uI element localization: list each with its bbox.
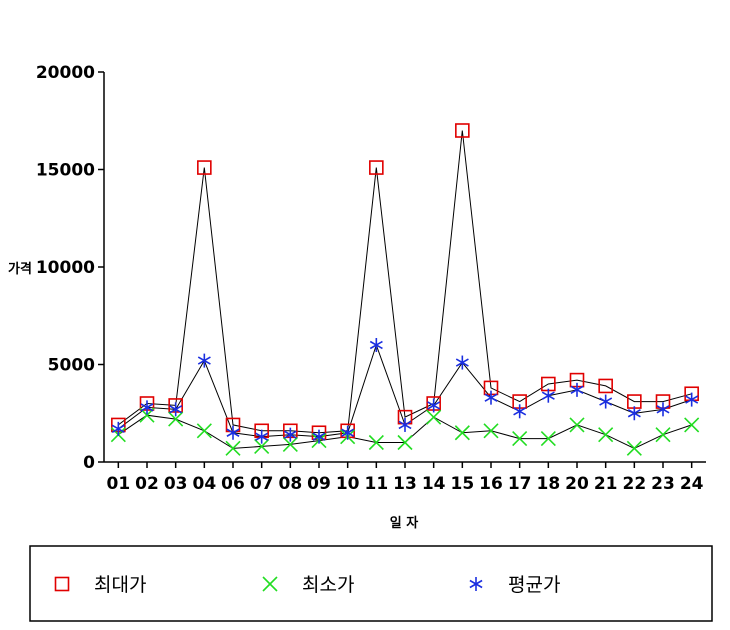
x-tick-label: 23 [651,474,675,494]
data-point-x [426,409,442,425]
data-point-x [598,427,614,443]
data-point-asterisk [599,394,613,409]
legend-entries: 최대가 최소가 평균가 [54,574,560,596]
data-point-square [197,160,212,175]
data-point-asterisk [111,421,125,436]
data-point-asterisk [513,404,527,419]
x-tick-label: 14 [422,474,446,494]
x-tick-label: 04 [192,474,216,494]
series-line-1 [118,130,692,434]
data-point-asterisk [570,382,584,397]
data-point-x [454,425,470,441]
x-tick-label: 06 [221,474,245,494]
x-tick-label: 02 [135,474,159,494]
data-point-x [225,440,241,456]
x-tick-label: 07 [250,474,274,494]
tick-labels: 0 5000 10000 15000 20000 01 02 03 04 06 07 08 09 10 11… [36,63,704,494]
data-point-square [455,123,470,138]
x-tick-label: 10 [336,474,360,494]
x-tick-label: 11 [364,474,388,494]
x-tick-label: 17 [508,474,532,494]
x-axis-title: 일 자 [390,516,418,531]
x-tick-label: 09 [307,474,331,494]
legend-entry: 평균가 [469,574,560,596]
axes [98,71,706,468]
x-tick-label: 08 [278,474,302,494]
data-point-asterisk [369,338,383,352]
data-point-asterisk [169,402,183,417]
x-tick-label: 16 [479,474,503,494]
data-point-asterisk [484,390,498,405]
legend-marker-square [54,576,70,592]
data-point-square [598,378,613,394]
legend: 최대가 최소가 평균가 [29,545,713,622]
y-tick-label: 20000 [36,63,95,83]
data-point-x [397,434,413,451]
legend-label: 최소가 [302,574,354,596]
y-tick-label: 5000 [48,356,95,376]
data-point-asterisk [656,402,670,417]
x-tick-label: 18 [536,474,560,494]
data-point-asterisk [197,353,211,368]
data-point-asterisk [226,425,240,440]
data-point-asterisk [427,398,441,413]
x-tick-label: 15 [450,474,474,494]
legend-marker-asterisk [469,577,483,591]
legend-marker-x [262,576,278,592]
y-tick-label: 15000 [36,161,95,181]
data-point-x [254,438,270,454]
x-tick-label: 21 [594,474,618,494]
legend-frame [29,545,713,622]
data-point-square [369,160,384,175]
legend-entry: 최대가 [54,574,146,596]
data-point-asterisk [541,388,555,403]
legend-label: 최대가 [94,574,146,596]
x-tick-label: 22 [622,474,646,494]
x-tick-label: 03 [164,474,188,494]
data-point-asterisk [627,406,641,421]
data-point-x [196,423,212,439]
data-point-asterisk [312,429,326,444]
legend-label: 평균가 [508,574,560,596]
legend-entry: 최소가 [262,574,354,596]
data-point-x [684,417,700,433]
data-point-asterisk [283,427,297,442]
data-point-asterisk [341,425,355,440]
data-point-x [569,417,585,433]
data-point-x [655,427,671,443]
data-point-asterisk [455,355,469,370]
data-point-asterisk [685,392,699,407]
data-point-asterisk [140,400,154,415]
y-axis-title: 가격 [8,262,32,277]
data-point-x [168,411,184,427]
data-point-x [626,440,642,456]
data-point-x [368,434,384,451]
y-tick-label: 10000 [36,258,95,278]
series-markers [110,123,700,456]
data-point-x [483,423,499,439]
x-tick-label: 01 [106,474,130,494]
data-point-x [512,431,528,447]
data-point-asterisk [255,429,269,444]
x-tick-label: 24 [680,474,704,494]
x-tick-label: 20 [565,474,589,494]
x-tick-label: 13 [393,474,417,494]
data-point-x [540,431,556,447]
y-tick-label: 0 [83,453,95,473]
data-point-asterisk [398,417,412,432]
data-point-x [282,436,298,453]
